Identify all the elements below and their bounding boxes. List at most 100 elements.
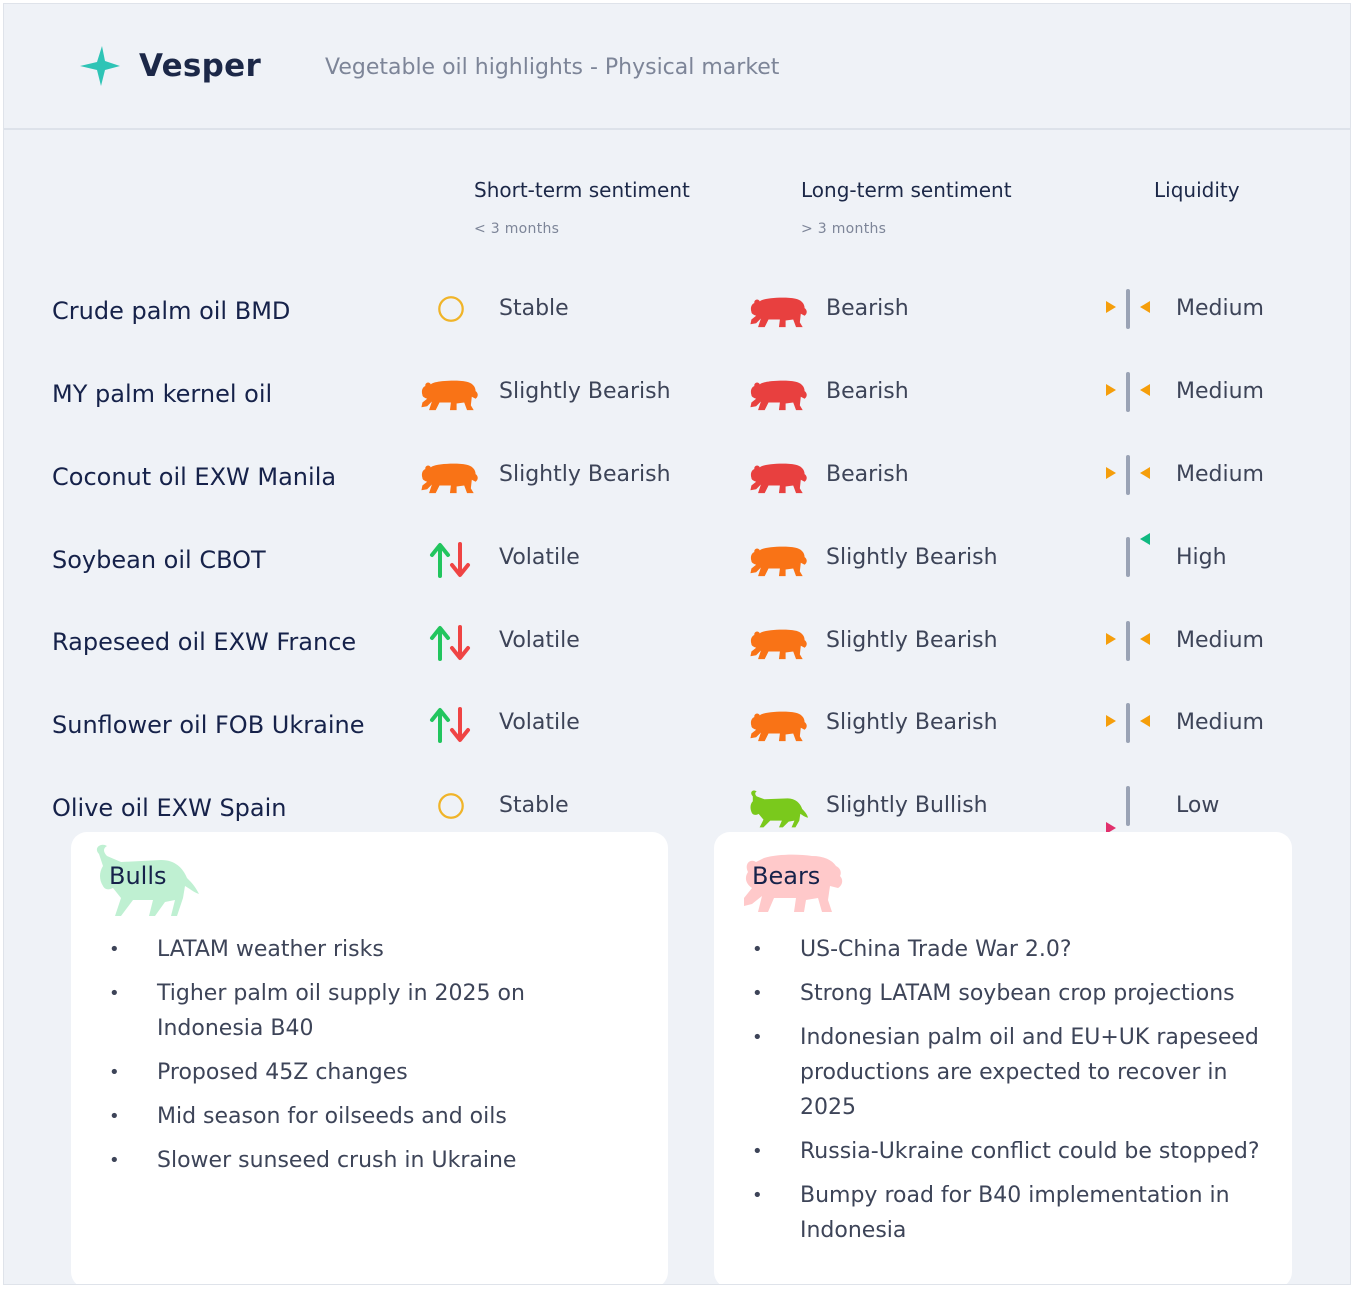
long-term-icon-cell <box>747 457 811 501</box>
table-row: Rapeseed oil EXW France Volatile Slightly … <box>4 611 1350 681</box>
long-term-sentiment: Bearish <box>826 379 909 404</box>
report-panel: Vesper Vegetable oil highlights - Physic… <box>3 3 1351 1285</box>
liquidity-value: High <box>1176 545 1227 570</box>
commodity-name: Rapeseed oil EXW France <box>52 628 357 656</box>
long-term-sentiment: Bearish <box>826 462 909 487</box>
bulls-point: LATAM weather risks <box>109 932 629 967</box>
short-term-icon-cell <box>426 623 490 667</box>
liquidity-indicator <box>1102 699 1156 749</box>
long-term-sentiment: Slightly Bearish <box>826 628 998 653</box>
liquidity-low-icon <box>1106 786 1130 834</box>
brand-name: Vesper <box>139 48 262 84</box>
volatile-arrows-icon <box>430 707 470 743</box>
liquidity-medium-icon <box>1106 455 1150 495</box>
commodity-name: Soybean oil CBOT <box>52 546 266 574</box>
bulls-list: LATAM weather risks Tigher palm oil suppl… <box>109 932 629 1187</box>
bulls-point: Slower sunseed crush in Ukraine <box>109 1143 629 1178</box>
slightly-bearish-bear-icon <box>421 380 478 411</box>
table-row: Olive oil EXW Spain Stable Slightly Bullis… <box>4 776 1350 846</box>
slightly-bearish-bear-icon <box>750 546 807 577</box>
bulls-card: Bulls LATAM weather risks Tigher palm oil… <box>71 832 668 1284</box>
liquidity-value: Medium <box>1176 296 1264 321</box>
slightly-bullish-bull-icon <box>750 790 809 828</box>
bulls-point: Proposed 45Z changes <box>109 1055 629 1090</box>
stable-circle-icon <box>438 296 464 322</box>
bears-list: US-China Trade War 2.0? Strong LATAM soyb… <box>752 932 1272 1257</box>
liquidity-value: Medium <box>1176 628 1264 653</box>
bears-card: Bears US-China Trade War 2.0? Strong LATA… <box>714 832 1292 1284</box>
sparkle-logo-icon <box>80 46 120 86</box>
liquidity-indicator <box>1102 617 1156 667</box>
short-term-icon-cell <box>426 705 490 749</box>
short-term-icon-cell <box>433 291 497 335</box>
short-term-header: Short-term sentiment <box>474 178 690 202</box>
short-term-icon-cell <box>433 788 497 832</box>
bears-point: Strong LATAM soybean crop projections <box>752 976 1272 1011</box>
report-subtitle: Vegetable oil highlights - Physical mark… <box>325 55 780 80</box>
slightly-bearish-bear-icon <box>750 711 807 742</box>
short-term-sentiment: Volatile <box>499 628 580 653</box>
slightly-bearish-bear-icon <box>750 629 807 660</box>
long-term-icon-cell <box>747 540 811 584</box>
short-term-sentiment: Slightly Bearish <box>499 379 671 404</box>
liquidity-indicator <box>1102 451 1156 501</box>
table-row: Sunflower oil FOB Ukraine Volatile Slightl… <box>4 693 1350 763</box>
liquidity-header: Liquidity <box>1154 178 1240 202</box>
short-term-sentiment: Volatile <box>499 545 580 570</box>
commodity-name: Olive oil EXW Spain <box>52 794 287 822</box>
short-term-sentiment: Stable <box>499 296 569 321</box>
liquidity-medium-icon <box>1106 703 1150 743</box>
bears-title: Bears <box>752 862 821 890</box>
short-term-sentiment: Volatile <box>499 710 580 735</box>
commodity-name: MY palm kernel oil <box>52 380 273 408</box>
slightly-bearish-bear-icon <box>421 463 478 494</box>
volatile-arrows-icon <box>430 542 470 578</box>
liquidity-indicator <box>1102 782 1156 834</box>
short-term-sentiment: Stable <box>499 793 569 818</box>
liquidity-indicator <box>1102 368 1156 418</box>
long-term-icon-cell <box>747 788 811 832</box>
bearish-bear-icon <box>750 463 807 494</box>
table-row: Soybean oil CBOT Volatile Slightly Bearish… <box>4 528 1350 598</box>
bulls-point: Tigher palm oil supply in 2025 on Indone… <box>109 976 629 1046</box>
bears-point: Indonesian palm oil and EU+UK rapeseed p… <box>752 1020 1272 1125</box>
liquidity-value: Low <box>1176 793 1220 818</box>
short-term-icon-cell <box>426 540 490 584</box>
liquidity-indicator <box>1102 285 1156 335</box>
short-term-icon-cell <box>418 457 482 501</box>
liquidity-medium-icon <box>1106 289 1150 329</box>
short-term-sentiment: Slightly Bearish <box>499 462 671 487</box>
liquidity-value: Medium <box>1176 379 1264 404</box>
liquidity-high-icon <box>1126 533 1150 577</box>
long-term-sentiment: Bearish <box>826 296 909 321</box>
short-term-icon-cell <box>418 374 482 418</box>
bear-icon <box>744 854 843 912</box>
bull-icon <box>96 844 199 916</box>
liquidity-indicator <box>1102 533 1156 583</box>
stable-circle-icon <box>438 793 464 819</box>
liquidity-medium-icon <box>1106 372 1150 412</box>
bears-point: Bumpy road for B40 implementation in Ind… <box>752 1178 1272 1248</box>
long-term-sentiment: Slightly Bearish <box>826 710 998 735</box>
commodity-name: Sunflower oil FOB Ukraine <box>52 711 365 739</box>
bulls-title: Bulls <box>109 862 167 890</box>
long-term-icon-cell <box>747 623 811 667</box>
long-term-icon-cell <box>747 291 811 335</box>
short-term-subheader: < 3 months <box>474 221 560 237</box>
long-term-header: Long-term sentiment <box>801 178 1012 202</box>
bulls-point: Mid season for oilseeds and oils <box>109 1099 629 1134</box>
long-term-subheader: > 3 months <box>801 221 887 237</box>
bears-point: US-China Trade War 2.0? <box>752 932 1272 967</box>
header: Vesper Vegetable oil highlights - Physic… <box>4 4 1350 130</box>
bearish-bear-icon <box>750 380 807 411</box>
commodity-name: Crude palm oil BMD <box>52 297 291 325</box>
table-row: MY palm kernel oil Slightly Bearish Bearis… <box>4 362 1350 432</box>
long-term-icon-cell <box>747 374 811 418</box>
liquidity-value: Medium <box>1176 710 1264 735</box>
bears-point: Russia-Ukraine conflict could be stopped… <box>752 1134 1272 1169</box>
long-term-sentiment: Slightly Bullish <box>826 793 988 818</box>
table-row: Crude palm oil BMD Stable Bearish Medium <box>4 279 1350 349</box>
liquidity-medium-icon <box>1106 621 1150 661</box>
table-row: Coconut oil EXW Manila Slightly Bearish Be… <box>4 445 1350 515</box>
commodity-name: Coconut oil EXW Manila <box>52 463 337 491</box>
